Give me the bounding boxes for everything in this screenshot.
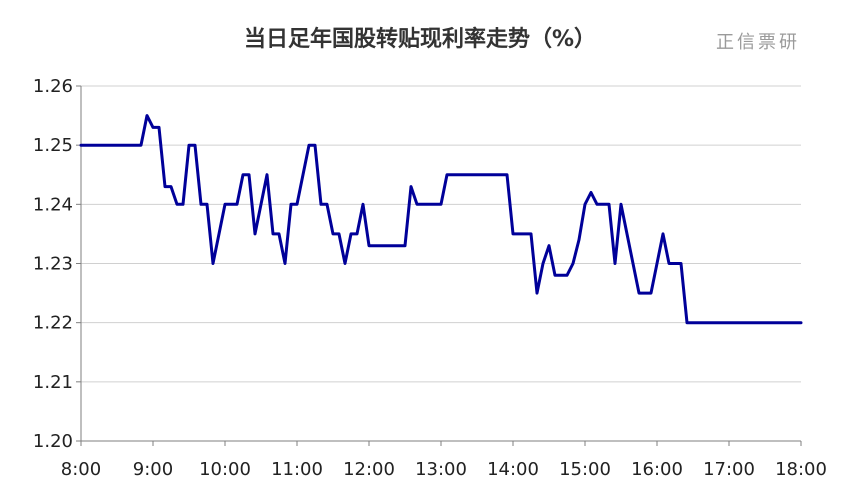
series-layer [79, 114, 803, 325]
x-tick-label: 9:00 [133, 459, 173, 480]
x-tick-label: 10:00 [199, 459, 251, 480]
x-tick-labels: 8:00 9:00 10:00 11:00 12:00 13:00 14:00 15:00 16… [61, 459, 827, 480]
series-line [79, 114, 803, 325]
x-tick-label: 14:00 [487, 459, 539, 480]
gridlines [81, 85, 801, 383]
x-tick-label: 12:00 [343, 459, 395, 480]
y-tick-label: 1.20 [33, 431, 73, 452]
y-tick-label: 1.23 [33, 254, 73, 275]
y-tick-label: 1.21 [33, 372, 73, 393]
x-tick-label: 15:00 [559, 459, 611, 480]
y-tick-label: 1.24 [33, 194, 73, 215]
watermark: 正信票研 [716, 32, 800, 53]
y-tick-label: 1.22 [33, 313, 73, 334]
x-tick-label: 17:00 [703, 459, 755, 480]
x-tick-label: 8:00 [61, 459, 101, 480]
y-tick-labels: 1.20 1.21 1.22 1.23 1.24 1.25 1.26 [33, 76, 73, 452]
x-tick-label: 13:00 [415, 459, 467, 480]
chart-title: 当日足年国股转贴现利率走势（%） [244, 26, 596, 52]
y-tick-label: 1.25 [33, 135, 73, 156]
x-tick-label: 16:00 [631, 459, 683, 480]
x-tick-label: 11:00 [271, 459, 323, 480]
x-tick-label: 18:00 [775, 459, 827, 480]
axes [76, 85, 802, 446]
y-tick-label: 1.26 [33, 76, 73, 97]
